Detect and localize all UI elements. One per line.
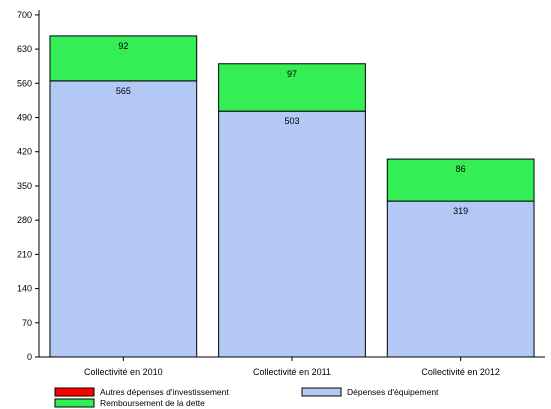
- x-tick-label: Collectivité en 2011: [253, 367, 331, 377]
- y-axis: 0 70 140 210 280 350 420 490 560 630 700: [17, 10, 40, 362]
- x-axis: Collectivité en 2010 Collectivité en 2011…: [39, 356, 545, 377]
- legend-label: Remboursement de la dette: [100, 398, 205, 408]
- y-tick-label: 560: [17, 78, 32, 88]
- legend: Autres dépenses d'investissement Dépenses…: [54, 387, 439, 408]
- y-tick-label: 210: [17, 249, 32, 259]
- bar-value-label: 86: [456, 164, 466, 174]
- bar-value-label: 319: [453, 206, 468, 216]
- bar-value-label: 565: [116, 86, 131, 96]
- legend-swatch: [54, 387, 95, 397]
- y-tick-label: 700: [17, 10, 32, 20]
- bar-segment: [218, 110, 366, 358]
- bar-segment: [49, 80, 198, 358]
- bar-value-label: 503: [284, 116, 299, 126]
- legend-label: Dépenses d'équipement: [347, 387, 439, 397]
- y-tick-label: 70: [22, 318, 32, 328]
- x-tick-label: Collectivité en 2012: [421, 367, 500, 377]
- bar-segment: [49, 35, 198, 82]
- y-tick-label: 420: [17, 147, 32, 157]
- y-tick-label: 350: [17, 181, 32, 191]
- legend-label: Autres dépenses d'investissement: [100, 387, 229, 397]
- bar-segment: [386, 200, 535, 358]
- bar-segment: [386, 158, 535, 202]
- legend-swatch: [301, 387, 342, 397]
- y-tick-label: 490: [17, 113, 32, 123]
- y-tick-label: 280: [17, 215, 32, 225]
- bar-segment: [218, 63, 366, 112]
- bar-value-label: 97: [287, 69, 297, 79]
- x-tick-label: Collectivité en 2010: [84, 367, 163, 377]
- bars: 565 92 503 97 319 86: [49, 35, 535, 358]
- y-tick-label: 140: [17, 284, 32, 294]
- legend-swatch: [54, 398, 95, 408]
- y-tick-label: 0: [27, 352, 32, 362]
- y-tick-label: 630: [17, 44, 32, 54]
- bar-value-label: 92: [118, 41, 128, 51]
